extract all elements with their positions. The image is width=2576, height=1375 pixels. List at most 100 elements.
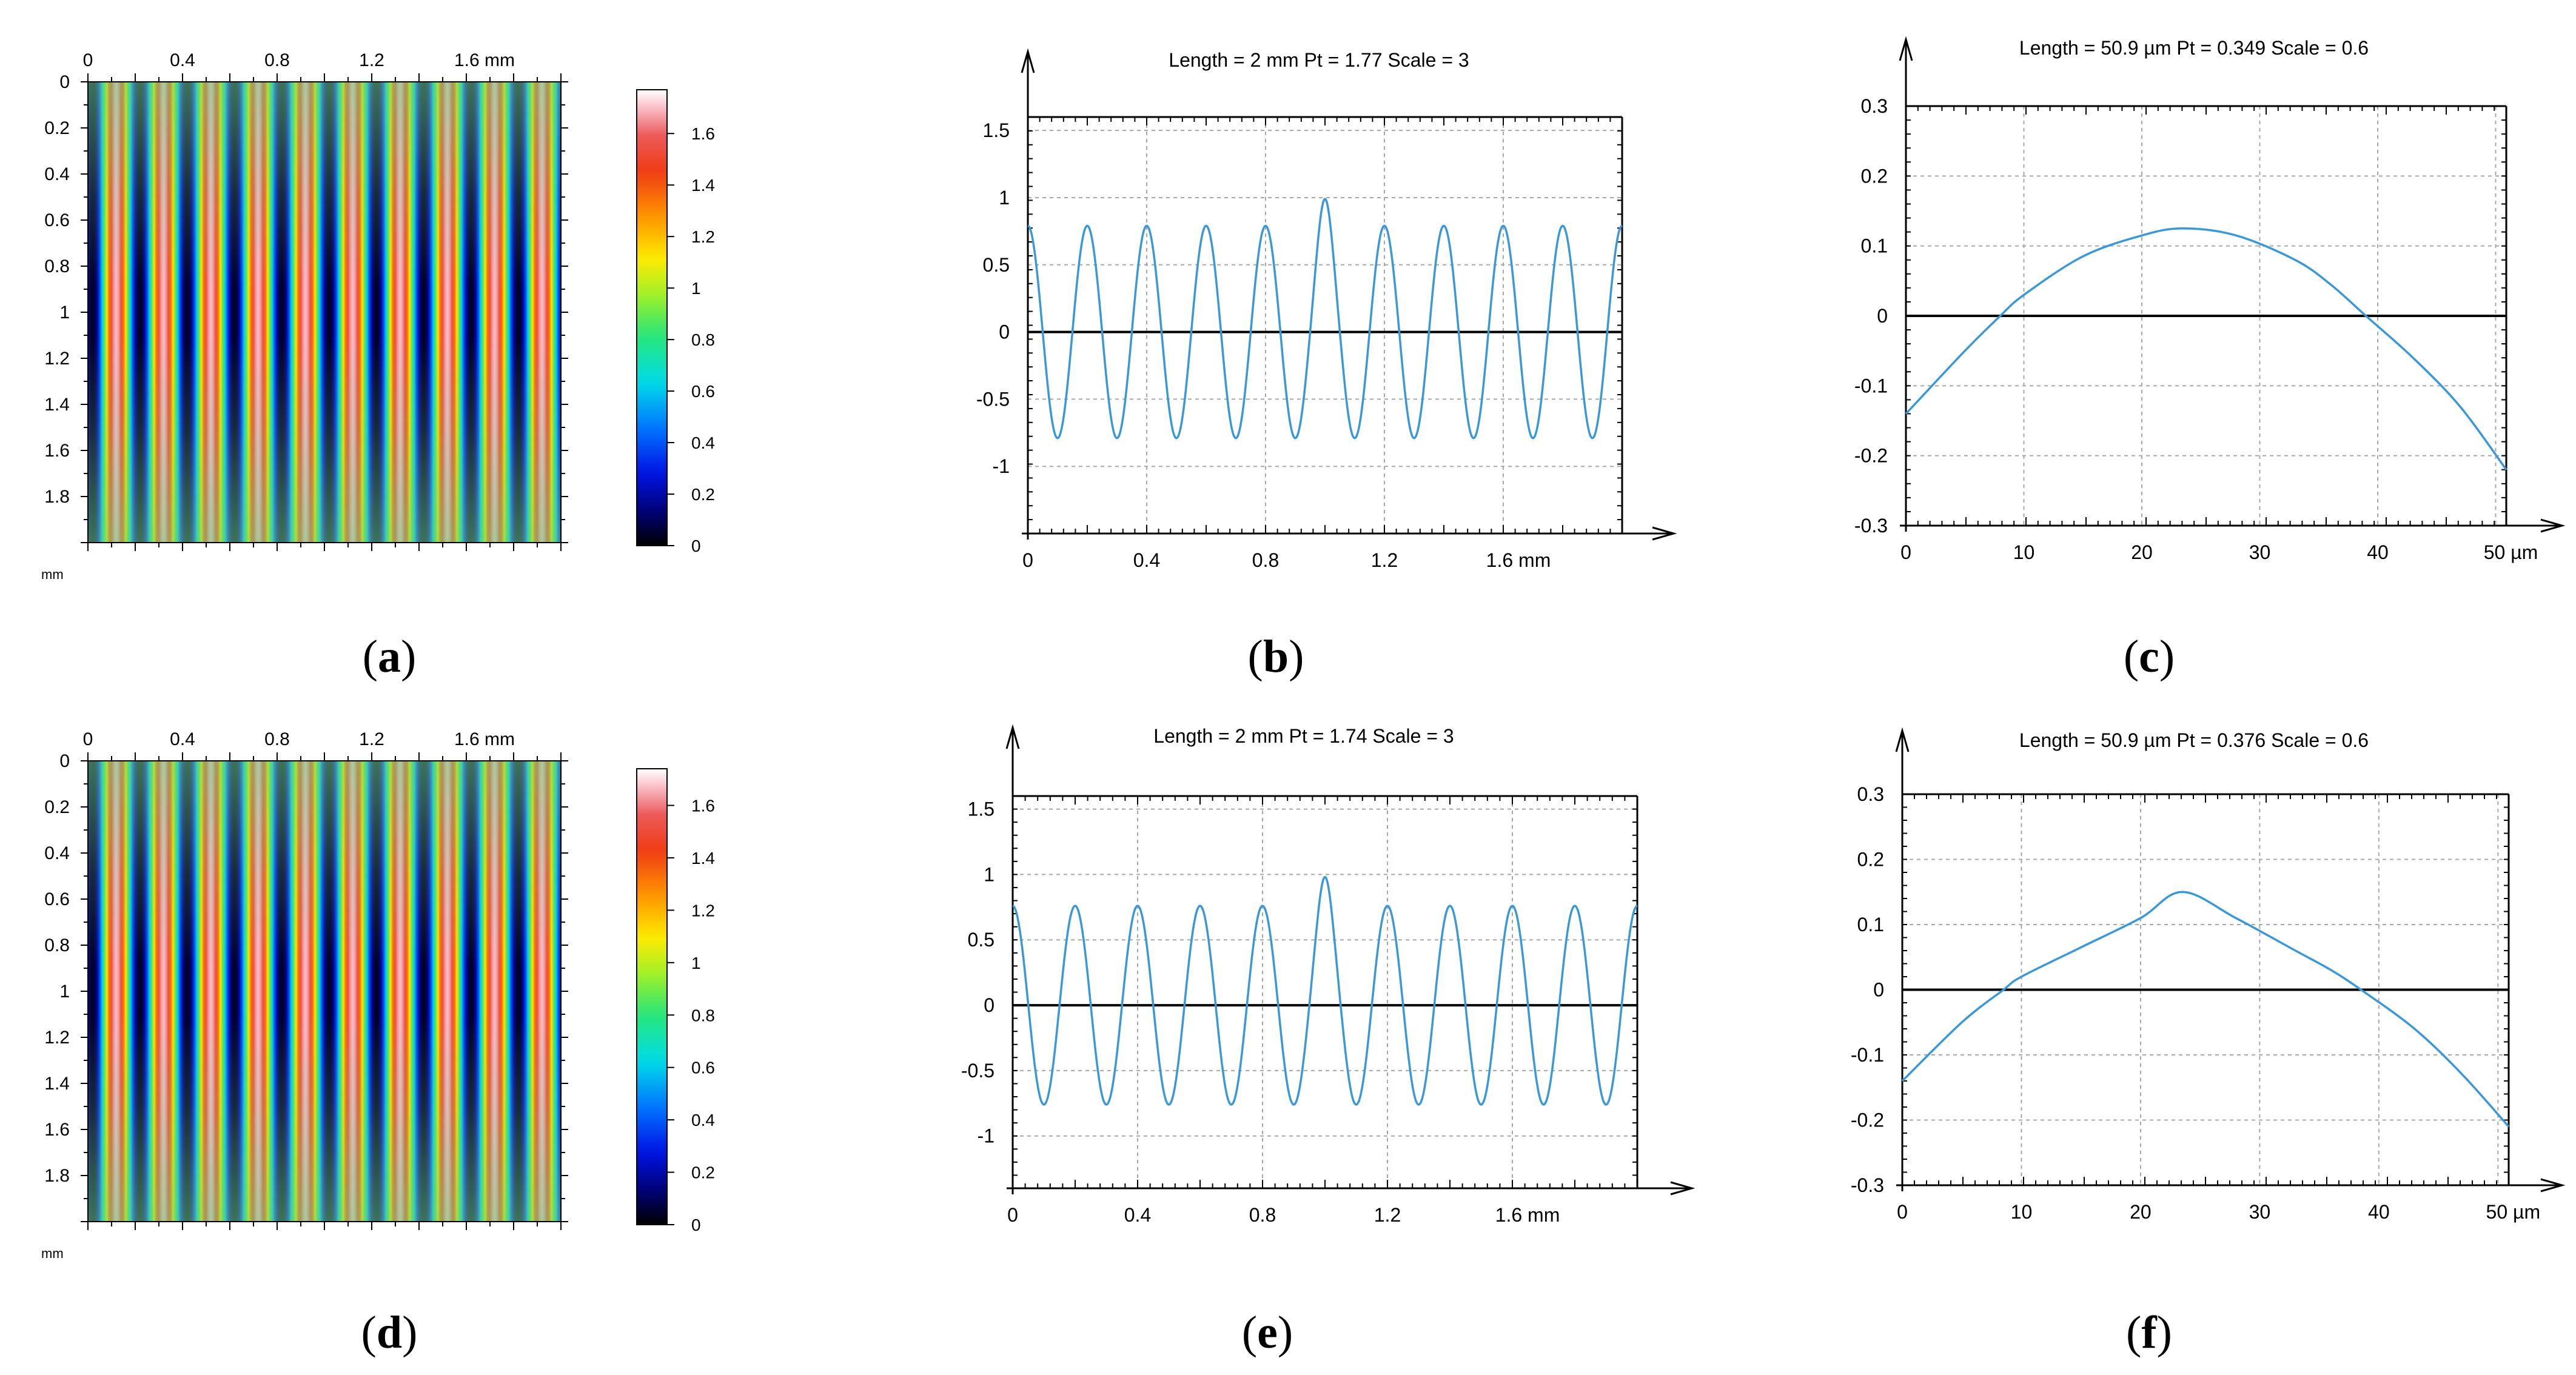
minor-ticks <box>1027 116 1623 534</box>
y-tick-label: 1.2 <box>44 1028 70 1048</box>
line-chart-panel-c: Length = 50.9 µm Pt = 0.349 Scale = 0.6 0… <box>0 0 2576 606</box>
x-tick-label: 0 <box>1897 1201 1908 1223</box>
heatmap-panel-d: 0 0.4 0.8 1.2 1.6 mm 0 0.2 0.4 0.6 0.8 1 1.2 1.4 1.6 1… <box>0 0 788 1375</box>
grid <box>1013 796 1637 1188</box>
heatmap-panel-a: 0 0.4 0.8 1.2 1.6 mm 0 0.2 0.4 0.6 0.8 1 1.2 1.4 1.6 1… <box>0 0 788 606</box>
x-tick-label: 1.6 mm <box>1495 1204 1560 1226</box>
y-tick-label: -0.5 <box>961 1060 995 1082</box>
y-tick-label: 1.2 <box>44 349 70 369</box>
y-tick-label: 0.2 <box>1857 849 1884 871</box>
heatmap-ticks <box>81 73 568 551</box>
series-line-profile <box>1012 875 1638 1106</box>
x-tick-label: 0.8 <box>264 50 290 70</box>
colorbar-tick-label: 1.2 <box>691 901 715 920</box>
minor-ticks <box>1905 105 2507 526</box>
x-tick-label: 30 <box>2249 541 2271 563</box>
heatmap-fade <box>88 82 561 543</box>
y-tick-label: 1.5 <box>968 798 995 820</box>
colorbar-tick-label: 1.4 <box>691 176 715 195</box>
y-tick-label: 0 <box>984 994 995 1016</box>
x-tick-label: 1.2 <box>359 50 384 70</box>
y-tick-label: -0.1 <box>1854 375 1888 396</box>
series-line-profile <box>1901 891 2510 1128</box>
y-unit-label: mm <box>41 567 64 582</box>
colorbar-tick-label: 0.6 <box>691 382 715 401</box>
x-tick-label: 0.4 <box>170 729 195 749</box>
chart-title: Length = 2 mm Pt = 1.77 Scale = 3 <box>1169 49 1469 71</box>
caption-e: (e) <box>1241 1307 1293 1358</box>
y-tick-label: 0.5 <box>983 254 1010 276</box>
y-tick-label: 0.2 <box>44 797 70 817</box>
x-axis-arrow <box>1652 526 1677 541</box>
y-tick-label: 0 <box>999 321 1010 343</box>
y-tick-label: 0.4 <box>44 164 70 184</box>
x-tick-label: 0.8 <box>1252 549 1279 571</box>
y-tick-label: 0.8 <box>44 935 70 955</box>
heatmap-d: 0 0.4 0.8 1.2 1.6 mm 0 0.2 0.4 0.6 0.8 1 1.2 1.4 1.6 1… <box>41 729 715 1261</box>
series-line-profile <box>1905 227 2507 470</box>
colorbar-tick-label: 0.6 <box>691 1059 715 1077</box>
x-tick-label: 1.2 <box>359 729 384 749</box>
y-tick-label: 0.2 <box>1861 165 1888 187</box>
x-tick-label: 1.2 <box>1371 549 1398 571</box>
colorbar-tick-label: 1.6 <box>691 124 715 143</box>
line-chart-b: Length = 2 mm Pt = 1.77 Scale = 3 0 0.4 0.8… <box>976 48 1677 571</box>
y-tick-label: 1.5 <box>983 119 1010 141</box>
line-chart-c: Length = 50.9 µm Pt = 0.349 Scale = 0.6 0… <box>1854 36 2566 563</box>
grid <box>1028 117 1622 534</box>
caption-b: (b) <box>1247 631 1304 682</box>
y-tick-label: 1.6 <box>44 441 70 461</box>
x-tick-label: 40 <box>2368 1201 2390 1223</box>
x-tick-label: 30 <box>2249 1201 2271 1223</box>
y-tick-label: 0 <box>59 72 70 92</box>
colorbar-tick-label: 0.8 <box>691 1006 715 1025</box>
colorbar-tick-label: 0.2 <box>691 1163 715 1182</box>
line-chart-panel-b: Length = 2 mm Pt = 1.77 Scale = 3 0 0.4 0.8… <box>0 0 2576 606</box>
series-line-profile <box>1027 198 1623 440</box>
x-tick-label: 0 <box>1022 549 1033 571</box>
y-tick-label: 0.3 <box>1861 95 1888 117</box>
y-tick-label: -0.3 <box>1854 515 1888 537</box>
y-tick-label: -0.3 <box>1851 1174 1884 1196</box>
x-tick-label: 50 µm <box>2486 1201 2541 1223</box>
y-tick-label: -0.5 <box>976 388 1010 410</box>
y-tick-label: 0 <box>1873 979 1884 1001</box>
y-unit-label: mm <box>41 1246 64 1261</box>
y-tick-label: 0.8 <box>44 256 70 276</box>
colorbar-tick-label: 0.4 <box>691 1111 715 1129</box>
y-tick-label: -1 <box>978 1125 995 1147</box>
colorbar-tick-label: 0.2 <box>691 485 715 504</box>
caption-c: (c) <box>2123 631 2175 682</box>
y-tick-label: 1 <box>984 863 995 885</box>
y-tick-label: 0.6 <box>44 889 70 909</box>
x-tick-label: 1.2 <box>1374 1204 1401 1226</box>
colorbar-tick-label: 1.2 <box>691 227 715 246</box>
y-tick-label: 1 <box>999 187 1010 209</box>
x-tick-label: 1.6 mm <box>1486 549 1551 571</box>
x-tick-label: 10 <box>2011 1201 2033 1223</box>
chart-title: Length = 50.9 µm Pt = 0.349 Scale = 0.6 <box>2019 37 2369 59</box>
x-tick-label: 0 <box>1007 1204 1018 1226</box>
y-tick-label: 0.2 <box>44 118 70 138</box>
y-tick-label: -0.1 <box>1851 1044 1884 1066</box>
x-tick-label: 40 <box>2367 541 2389 563</box>
x-tick-label: 0.4 <box>1133 549 1160 571</box>
y-tick-label: -0.2 <box>1851 1109 1884 1131</box>
y-tick-label: -0.2 <box>1854 445 1888 467</box>
colorbar-tick-label: 0.4 <box>691 433 715 452</box>
x-tick-label: 0.4 <box>170 50 195 70</box>
y-tick-label: 0.4 <box>44 843 70 863</box>
x-tick-label: 0.8 <box>264 729 290 749</box>
colorbar-tick-label: 0.8 <box>691 330 715 349</box>
x-tick-label: 1.6 mm <box>454 729 515 749</box>
y-tick-label: 0 <box>1877 305 1888 327</box>
y-tick-label: 0.6 <box>44 210 70 230</box>
x-tick-label: 0 <box>1900 541 1911 563</box>
y-tick-label: 1.8 <box>44 1166 70 1186</box>
x-axis-arrow <box>1670 1181 1696 1196</box>
y-tick-label: 1.8 <box>44 487 70 507</box>
